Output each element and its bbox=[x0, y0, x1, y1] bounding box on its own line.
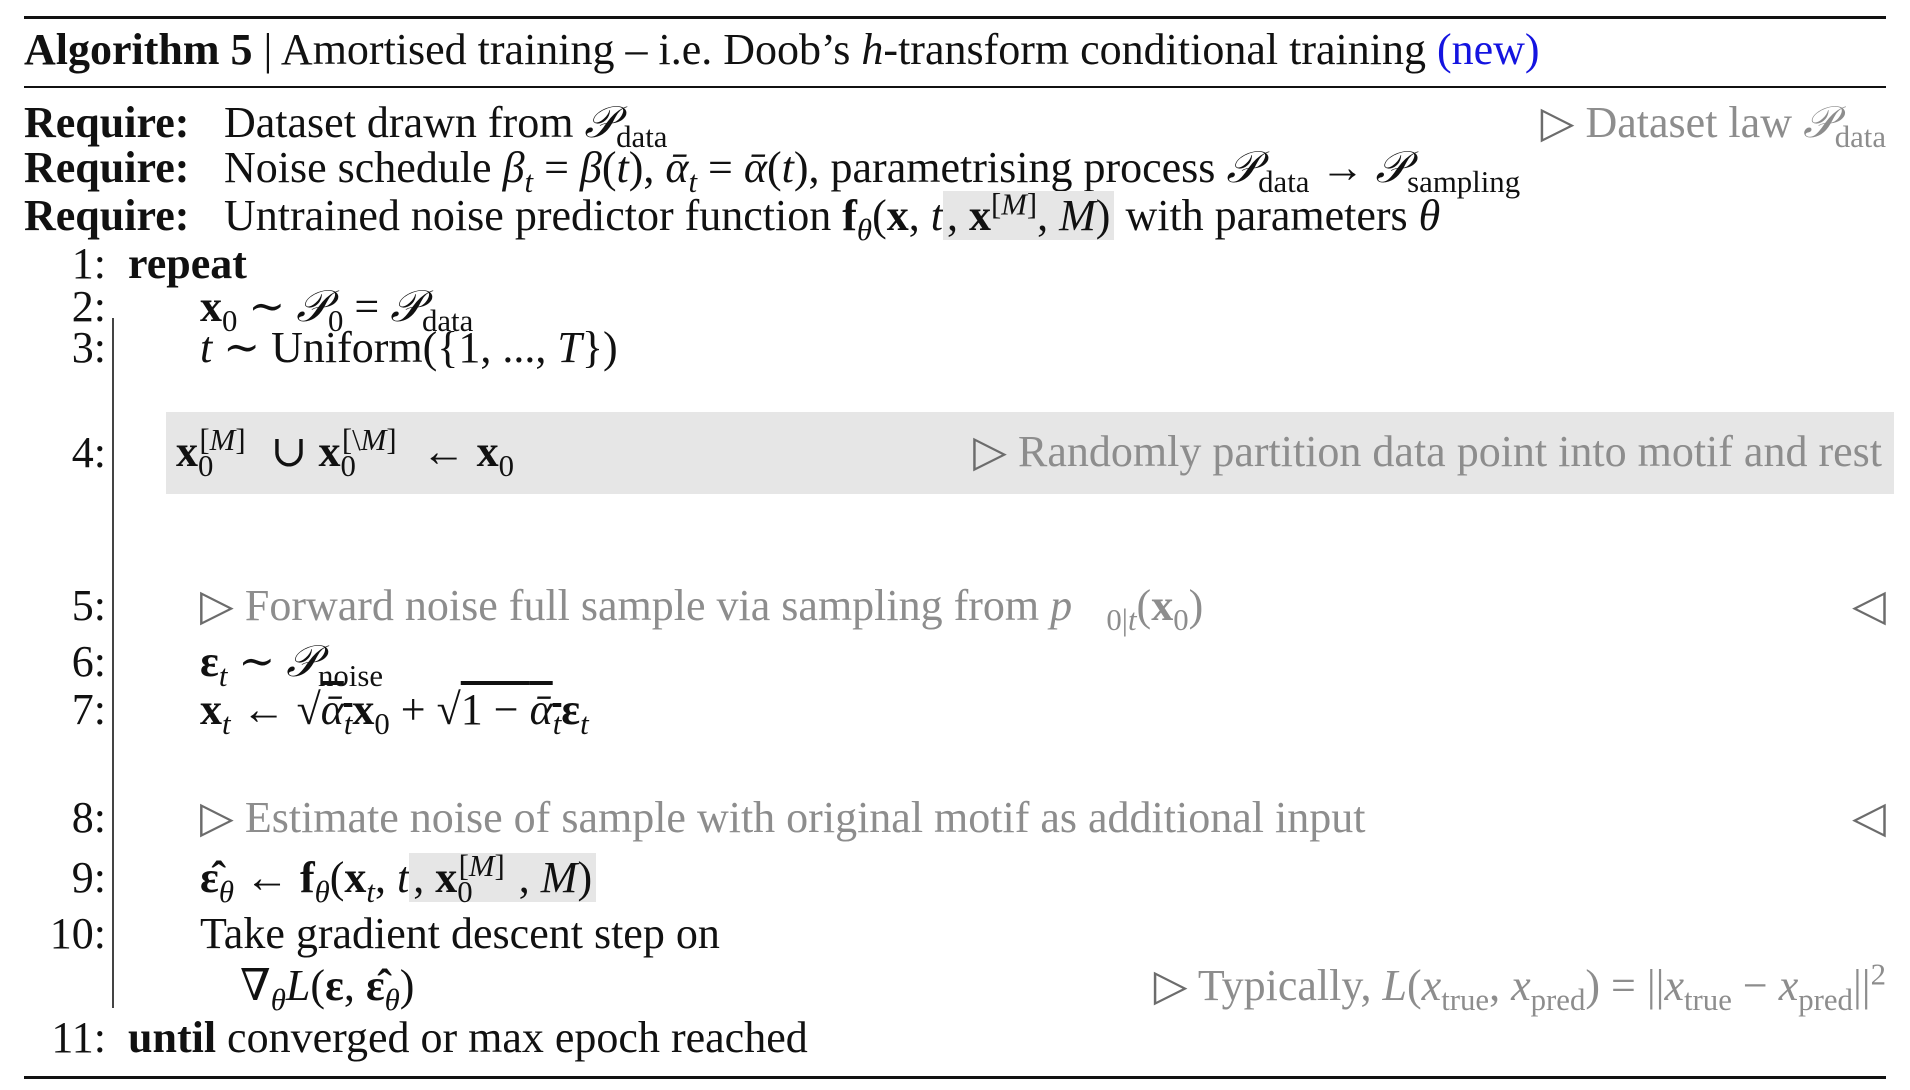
line-number: 4: bbox=[71, 428, 106, 477]
title-tag: (new) bbox=[1436, 25, 1540, 74]
step-10-continuation: ∇θL(ε, ε̂θ) ▷ Typically, L(xtrue, xpred)… bbox=[24, 957, 1886, 1017]
step-8: 8: ▷ Estimate noise of sample with origi… bbox=[24, 790, 1886, 846]
title-separator: | bbox=[263, 25, 273, 74]
require-line-1: Require: Dataset drawn from 𝒫data ▷ Data… bbox=[24, 95, 1886, 154]
require-label: Require: bbox=[24, 98, 190, 147]
comment-end-marker: ◁ bbox=[1852, 793, 1886, 842]
algorithm-label: Algorithm 5 bbox=[24, 25, 253, 74]
line-number: 8: bbox=[71, 793, 106, 842]
title-text: Amortised training – i.e. Doob’s h-trans… bbox=[280, 25, 1426, 74]
require-text: Dataset drawn from 𝒫data bbox=[224, 98, 668, 154]
require-line-2: Require: Noise schedule βt = β(t), ᾱt = … bbox=[24, 140, 1886, 199]
step-text: t ∼ Uniform({1, ..., T}) bbox=[200, 323, 618, 372]
step-comment: ▷ Estimate noise of sample with original… bbox=[200, 793, 1366, 842]
title-rule bbox=[24, 86, 1886, 88]
step-text: xt ← √ᾱtx0 + √1 − ᾱtεt bbox=[200, 685, 589, 741]
require-label: Require: bbox=[24, 143, 190, 192]
step-3: 3: t ∼ Uniform({1, ..., T}) bbox=[24, 320, 1886, 376]
step-comment: ▷ Randomly partition data point into mot… bbox=[973, 427, 1882, 476]
until-condition: converged or max epoch reached bbox=[227, 1013, 808, 1062]
step-text: until converged or max epoch reached bbox=[128, 1010, 808, 1066]
step-10: 10: Take gradient descent step on bbox=[24, 906, 1886, 962]
step-6: 6: εt ∼ 𝒫noise bbox=[24, 634, 1886, 693]
algorithm-title: Algorithm 5 | Amortised training – i.e. … bbox=[24, 22, 1886, 78]
bottom-rule bbox=[24, 1076, 1886, 1079]
step-2: 2: x0 ∼ 𝒫0 = 𝒫data bbox=[24, 279, 1886, 338]
until-keyword: until bbox=[128, 1013, 217, 1062]
step-9: 9: ε̂θ ← fθ(xt, t, x0[M], M) bbox=[24, 850, 1886, 907]
line-number: 3: bbox=[71, 323, 106, 372]
step-7: 7: xt ← √ᾱtx0 + √1 − ᾱtεt bbox=[24, 682, 1886, 741]
require-comment: ▷ Dataset law 𝒫data bbox=[1540, 98, 1886, 154]
require-text: Untrained noise predictor function fθ(x,… bbox=[224, 187, 1441, 247]
step-text: εt ∼ 𝒫noise bbox=[200, 637, 383, 693]
line-number: 9: bbox=[71, 853, 106, 902]
require-line-3: Require: Untrained noise predictor funct… bbox=[24, 187, 1886, 247]
step-comment: ▷ Forward noise full sample via sampling… bbox=[200, 581, 1204, 637]
step-11: 11: until converged or max epoch reached bbox=[24, 1010, 1886, 1066]
line-number: 7: bbox=[71, 685, 106, 734]
step-text: x0 ∼ 𝒫0 = 𝒫data bbox=[200, 282, 474, 338]
line-number: 11: bbox=[51, 1013, 106, 1062]
step-text: Take gradient descent step on bbox=[200, 909, 720, 958]
loop-body-bar bbox=[112, 318, 114, 1008]
line-number: 10: bbox=[49, 909, 106, 958]
step-1: 1: repeat bbox=[24, 236, 1886, 292]
top-rule bbox=[24, 16, 1886, 19]
line-number: 2: bbox=[71, 282, 106, 331]
line-number: 1: bbox=[71, 239, 106, 288]
step-5: 5: ▷ Forward noise full sample via sampl… bbox=[24, 578, 1886, 637]
line-number: 6: bbox=[71, 637, 106, 686]
step-4-highlight: x0[M] ∪ x0[\M] ← x0 ▷ Randomly partition… bbox=[166, 412, 1894, 494]
step-comment: ▷ Typically, L(xtrue, xpred) = ||xtrue −… bbox=[1153, 957, 1886, 1017]
step-text: x0[M] ∪ x0[\M] ← x0 bbox=[176, 423, 515, 483]
step-text-continued: ∇θL(ε, ε̂θ) bbox=[240, 961, 415, 1017]
repeat-keyword: repeat bbox=[128, 239, 247, 288]
require-text: Noise schedule βt = β(t), ᾱt = ᾱ(t), par… bbox=[224, 143, 1521, 199]
step-4-number: 4: bbox=[24, 425, 1886, 481]
line-number: 5: bbox=[71, 581, 106, 630]
step-text: ε̂θ ← fθ(xt, t, x0[M], M) bbox=[200, 850, 597, 907]
require-label: Require: bbox=[24, 191, 190, 240]
comment-end-marker: ◁ bbox=[1852, 581, 1886, 630]
